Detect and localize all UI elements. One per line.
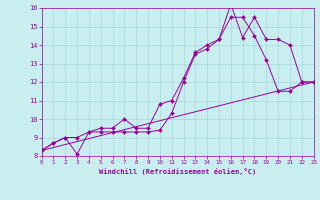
X-axis label: Windchill (Refroidissement éolien,°C): Windchill (Refroidissement éolien,°C) <box>99 168 256 175</box>
